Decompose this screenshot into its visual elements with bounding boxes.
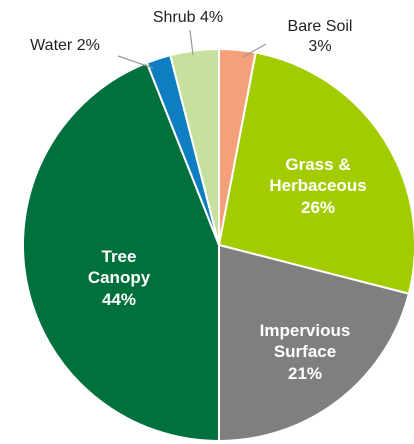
slice-label: Bare Soil 3% [265, 0, 375, 77]
category-label: Shrub [152, 9, 196, 26]
leader-line [189, 29, 194, 56]
value-label: 26% [300, 197, 336, 217]
leader-lines [117, 29, 267, 69]
leader-line [242, 43, 267, 58]
value-label: 2% [76, 37, 100, 54]
pie [22, 47, 414, 443]
value-label: 4% [200, 9, 224, 26]
label-box: Tree Canopy 44% [74, 238, 164, 318]
label-box: Shrub 4% [133, 0, 243, 58]
label-box: Water 2% [10, 6, 120, 86]
leader-line [117, 55, 154, 69]
pie-slice [22, 61, 220, 443]
slice-label: Water 2% [10, 6, 120, 86]
category-label: Impervious Surface [259, 321, 351, 362]
category-label: Tree Canopy [87, 247, 151, 288]
value-label: 21% [287, 363, 323, 383]
pie-slice [169, 47, 220, 246]
category-label: Bare Soil [287, 18, 353, 35]
value-label: 3% [308, 38, 332, 55]
category-label: Water [30, 37, 73, 54]
pie-slice [217, 51, 414, 295]
label-box: Grass & Herbaceous 26% [253, 146, 383, 226]
category-label: Grass & Herbaceous [269, 155, 367, 196]
label-box: Impervious Surface 21% [245, 312, 365, 392]
slice-label: Shrub 4% [133, 0, 243, 58]
value-label: 44% [101, 289, 137, 309]
pie-slice [218, 243, 411, 443]
label-box: Bare Soil 3% [265, 0, 375, 77]
